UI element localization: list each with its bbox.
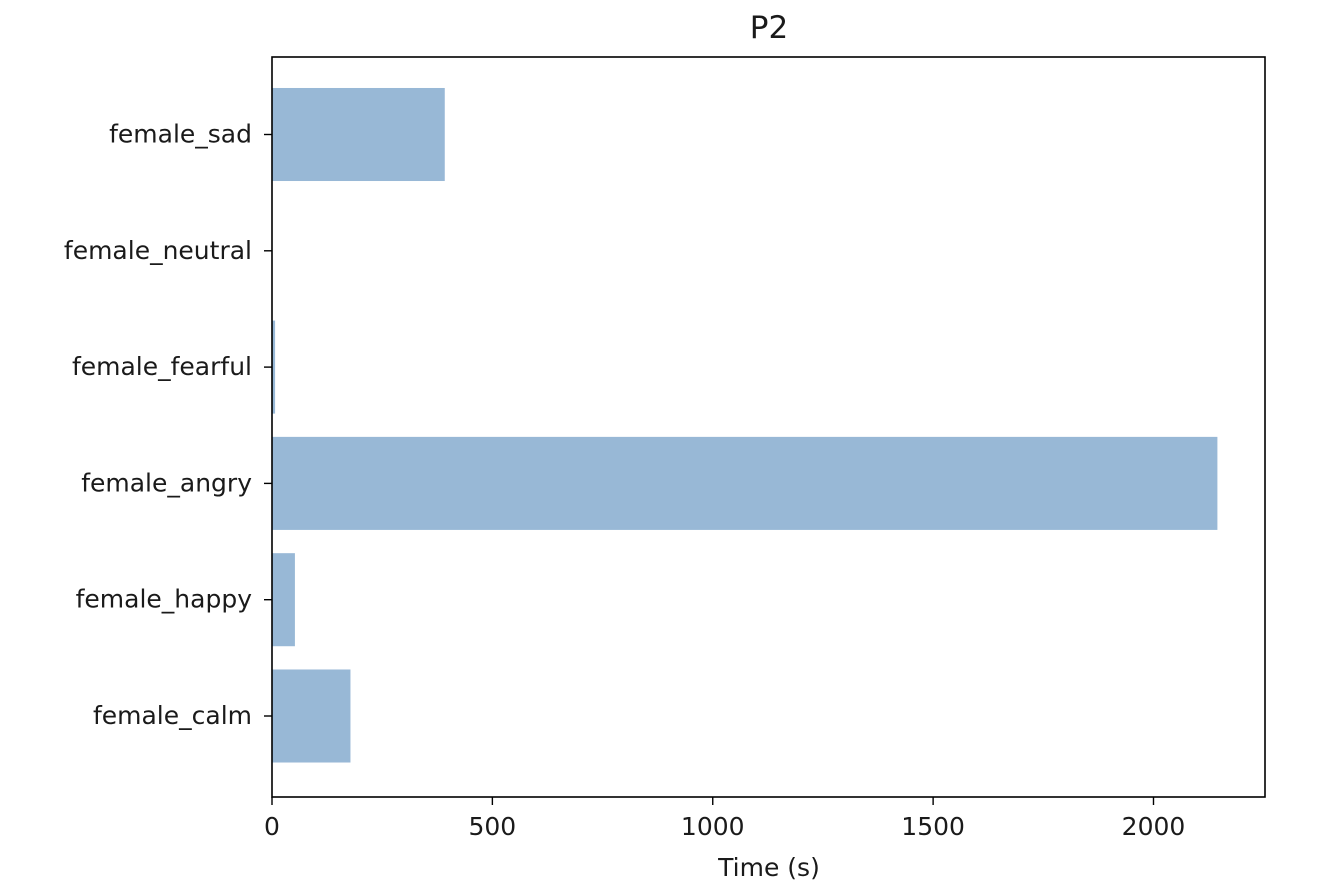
x-tick-label: 1000 (681, 812, 745, 841)
x-axis-ticks: 0 500 1000 1500 2000 (264, 797, 1185, 841)
bars-layer (272, 87, 1218, 763)
y-tick-label: female_calm (93, 701, 252, 730)
bar-female-sad (272, 87, 445, 182)
y-tick-label: female_angry (81, 468, 252, 497)
y-axis-ticks: female_calm female_happy female_angry femal… (64, 120, 272, 730)
x-tick-label: 1500 (901, 812, 965, 841)
bar-female-fearful (272, 320, 276, 414)
y-tick-label: female_happy (76, 585, 253, 614)
x-tick-label: 0 (264, 812, 280, 841)
x-axis-label: Time (s) (717, 853, 820, 882)
bar-female-happy (272, 553, 295, 647)
y-tick-label: female_fearful (72, 352, 252, 381)
chart-title: P2 (750, 10, 788, 46)
x-tick-label: 500 (469, 812, 517, 841)
bar-female-angry (272, 436, 1218, 530)
y-tick-label: female_sad (109, 120, 252, 149)
plot-frame (271, 56, 1266, 798)
bar-female-calm (272, 669, 351, 763)
x-tick-label: 2000 (1122, 812, 1186, 841)
y-tick-label: female_neutral (64, 236, 252, 265)
